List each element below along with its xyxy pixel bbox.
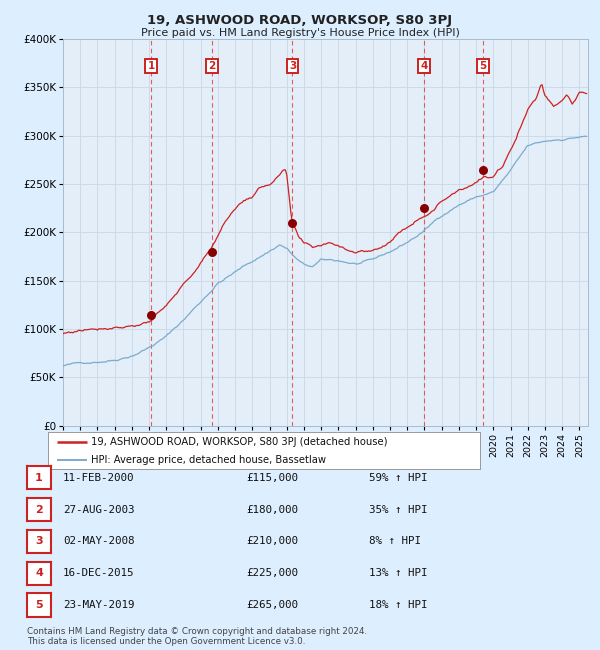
Text: 19, ASHWOOD ROAD, WORKSOP, S80 3PJ (detached house): 19, ASHWOOD ROAD, WORKSOP, S80 3PJ (deta… [91, 437, 388, 447]
Text: £115,000: £115,000 [246, 473, 298, 483]
Text: 23-MAY-2019: 23-MAY-2019 [63, 600, 134, 610]
Text: 18% ↑ HPI: 18% ↑ HPI [369, 600, 427, 610]
Text: Price paid vs. HM Land Registry's House Price Index (HPI): Price paid vs. HM Land Registry's House … [140, 28, 460, 38]
Text: 2: 2 [35, 504, 43, 515]
Text: 16-DEC-2015: 16-DEC-2015 [63, 568, 134, 578]
Text: 13% ↑ HPI: 13% ↑ HPI [369, 568, 427, 578]
Text: £265,000: £265,000 [246, 600, 298, 610]
Text: This data is licensed under the Open Government Licence v3.0.: This data is licensed under the Open Gov… [27, 637, 305, 646]
Text: 1: 1 [148, 61, 155, 71]
Text: 5: 5 [479, 61, 487, 71]
Text: 3: 3 [289, 61, 296, 71]
Text: 3: 3 [35, 536, 43, 547]
Text: 19, ASHWOOD ROAD, WORKSOP, S80 3PJ: 19, ASHWOOD ROAD, WORKSOP, S80 3PJ [148, 14, 452, 27]
Text: 1: 1 [35, 473, 43, 483]
Text: 8% ↑ HPI: 8% ↑ HPI [369, 536, 421, 547]
Text: 4: 4 [35, 568, 43, 578]
Text: 2: 2 [208, 61, 215, 71]
Text: £225,000: £225,000 [246, 568, 298, 578]
Text: Contains HM Land Registry data © Crown copyright and database right 2024.: Contains HM Land Registry data © Crown c… [27, 627, 367, 636]
Text: 4: 4 [420, 61, 427, 71]
Text: HPI: Average price, detached house, Bassetlaw: HPI: Average price, detached house, Bass… [91, 455, 326, 465]
Text: 11-FEB-2000: 11-FEB-2000 [63, 473, 134, 483]
Text: £180,000: £180,000 [246, 504, 298, 515]
Text: 35% ↑ HPI: 35% ↑ HPI [369, 504, 427, 515]
Text: 27-AUG-2003: 27-AUG-2003 [63, 504, 134, 515]
Text: £210,000: £210,000 [246, 536, 298, 547]
Text: 02-MAY-2008: 02-MAY-2008 [63, 536, 134, 547]
Text: 5: 5 [35, 600, 43, 610]
Text: 59% ↑ HPI: 59% ↑ HPI [369, 473, 427, 483]
